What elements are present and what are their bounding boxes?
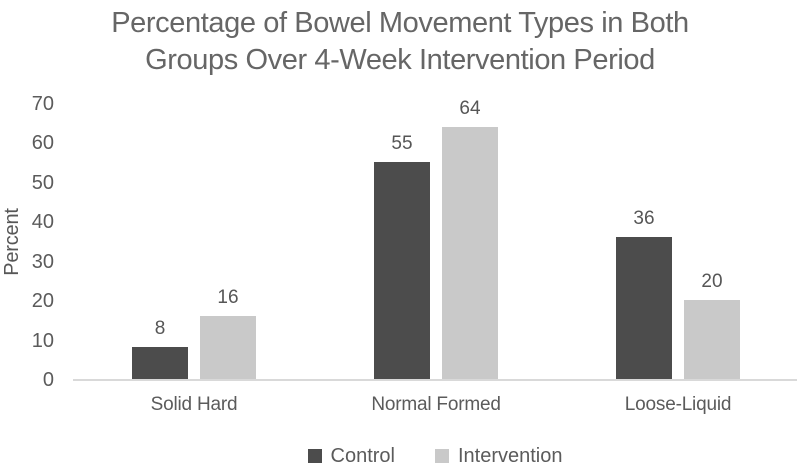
y-tick-label-50: 50 [31,171,54,194]
y-tick-label-30: 30 [31,250,54,273]
bar-control-normal-formed [374,162,430,379]
chart-title: Percentage of Bowel Movement Types in Bo… [0,5,800,79]
bar-value-control-solid-hard: 8 [154,318,166,339]
chart-title-line-2: Groups Over 4-Week Intervention Period [145,44,655,76]
y-tick-label-60: 60 [31,132,54,155]
legend-label-intervention: Intervention [457,445,563,467]
legend-item-intervention: Intervention [434,444,563,468]
bar-value-control-loose-liquid: 36 [633,208,655,229]
y-tick-label-20: 20 [31,290,54,313]
bar-control-solid-hard [132,347,188,379]
bar-intervention-loose-liquid [684,300,740,379]
x-axis-label-solid-hard: Solid Hard [150,394,238,415]
legend: Control Intervention [73,443,797,469]
y-tick-label-40: 40 [31,211,54,234]
legend-label-control: Control [330,445,395,467]
x-axis-label-normal-formed: Normal Formed [371,394,501,415]
bar-value-control-normal-formed: 55 [391,133,413,154]
bar-value-intervention-normal-formed: 64 [459,98,481,119]
chart-title-line-1: Percentage of Bowel Movement Types in Bo… [111,7,689,39]
legend-swatch-control [307,449,322,463]
bar-value-intervention-loose-liquid: 20 [701,271,723,292]
legend-item-control: Control [307,444,395,468]
y-tick-label-70: 70 [31,93,54,115]
x-axis-label-loose-liquid: Loose-Liquid [624,394,732,415]
y-tick-label-0: 0 [42,369,54,391]
legend-swatch-intervention [434,449,449,463]
bar-intervention-solid-hard [200,316,256,379]
bar-value-intervention-solid-hard: 16 [217,287,239,308]
bar-intervention-normal-formed [442,127,498,379]
y-tick-label-10: 10 [31,329,54,352]
bar-control-loose-liquid [616,237,672,379]
x-axis-line [73,379,797,381]
